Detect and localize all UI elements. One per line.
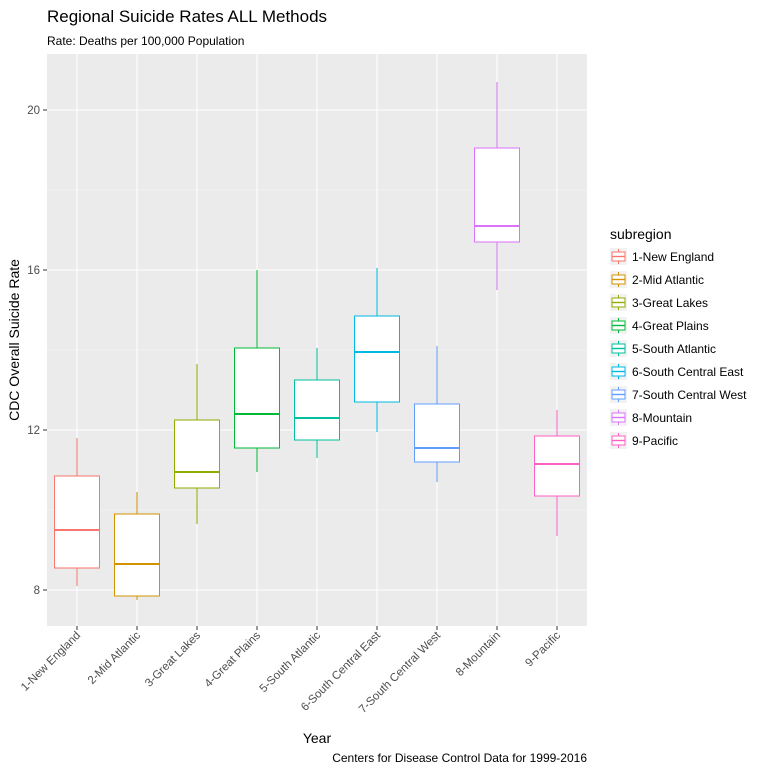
box bbox=[174, 419, 220, 489]
box bbox=[54, 475, 100, 569]
legend-label: 9-Pacific bbox=[632, 434, 678, 448]
x-tick-label: 9-Pacific bbox=[523, 629, 563, 669]
chart-subtitle: Rate: Deaths per 100,000 Population bbox=[47, 34, 244, 48]
y-axis: 8 12 16 20 bbox=[27, 105, 47, 597]
boxplot-9 bbox=[534, 410, 580, 536]
legend-label: 7-South Central West bbox=[632, 388, 747, 402]
legend-item-7: 7-South Central West bbox=[610, 386, 747, 403]
chart-caption: Centers for Disease Control Data for 199… bbox=[332, 751, 587, 765]
y-tick-label: 20 bbox=[27, 105, 40, 117]
box bbox=[234, 347, 280, 449]
legend-item-2: 2-Mid Atlantic bbox=[610, 271, 704, 288]
legend-label: 4-Great Plains bbox=[632, 319, 709, 333]
boxplot-6 bbox=[354, 268, 400, 432]
legend-item-1: 1-New England bbox=[610, 248, 714, 265]
box bbox=[294, 379, 340, 441]
x-tick-label: 1-New England bbox=[19, 630, 83, 694]
boxplot-4 bbox=[234, 270, 280, 472]
legend-item-5: 5-South Atlantic bbox=[610, 340, 716, 357]
boxplot-8 bbox=[474, 82, 520, 290]
y-axis-title: CDC Overall Suicide Rate bbox=[6, 259, 22, 421]
x-tick-label: 4-Great Plains bbox=[203, 629, 264, 690]
x-tick-label: 8-Mountain bbox=[454, 630, 503, 679]
boxplot-7 bbox=[414, 346, 460, 482]
legend-label: 1-New England bbox=[632, 250, 714, 264]
box bbox=[474, 147, 520, 243]
legend: subregion 1-New England 2-Mid Atlantic 3-G… bbox=[610, 226, 747, 449]
box bbox=[114, 513, 160, 597]
box bbox=[534, 435, 580, 497]
x-tick-label: 3-Great Lakes bbox=[143, 629, 203, 689]
y-tick-label: 16 bbox=[27, 265, 40, 277]
x-axis: 1-New England 2-Mid Atlantic 3-Great Lakes… bbox=[19, 626, 563, 716]
legend-item-4: 4-Great Plains bbox=[610, 317, 709, 334]
x-tick-label: 5-South Atlantic bbox=[258, 629, 324, 695]
legend-item-6: 6-South Central East bbox=[610, 363, 744, 380]
legend-title: subregion bbox=[610, 226, 672, 242]
chart-title: Regional Suicide Rates ALL Methods bbox=[47, 7, 327, 26]
box bbox=[354, 315, 400, 403]
y-tick-label: 8 bbox=[34, 585, 40, 597]
boxplots bbox=[54, 82, 580, 600]
legend-label: 3-Great Lakes bbox=[632, 296, 708, 310]
legend-label: 8-Mountain bbox=[632, 411, 692, 425]
legend-item-3: 3-Great Lakes bbox=[610, 294, 708, 311]
y-tick-label: 12 bbox=[27, 425, 40, 437]
legend-label: 2-Mid Atlantic bbox=[632, 273, 704, 287]
boxplot-5 bbox=[294, 348, 340, 458]
boxplot-1 bbox=[54, 438, 100, 586]
legend-label: 6-South Central East bbox=[632, 365, 744, 379]
boxplot-2 bbox=[114, 492, 160, 600]
legend-item-9: 9-Pacific bbox=[610, 432, 678, 449]
legend-item-8: 8-Mountain bbox=[610, 409, 692, 426]
box bbox=[414, 403, 460, 463]
legend-label: 5-South Atlantic bbox=[632, 342, 716, 356]
x-axis-title: Year bbox=[303, 730, 332, 746]
x-tick-label: 2-Mid Atlantic bbox=[86, 629, 143, 686]
boxplot-3 bbox=[174, 364, 220, 524]
